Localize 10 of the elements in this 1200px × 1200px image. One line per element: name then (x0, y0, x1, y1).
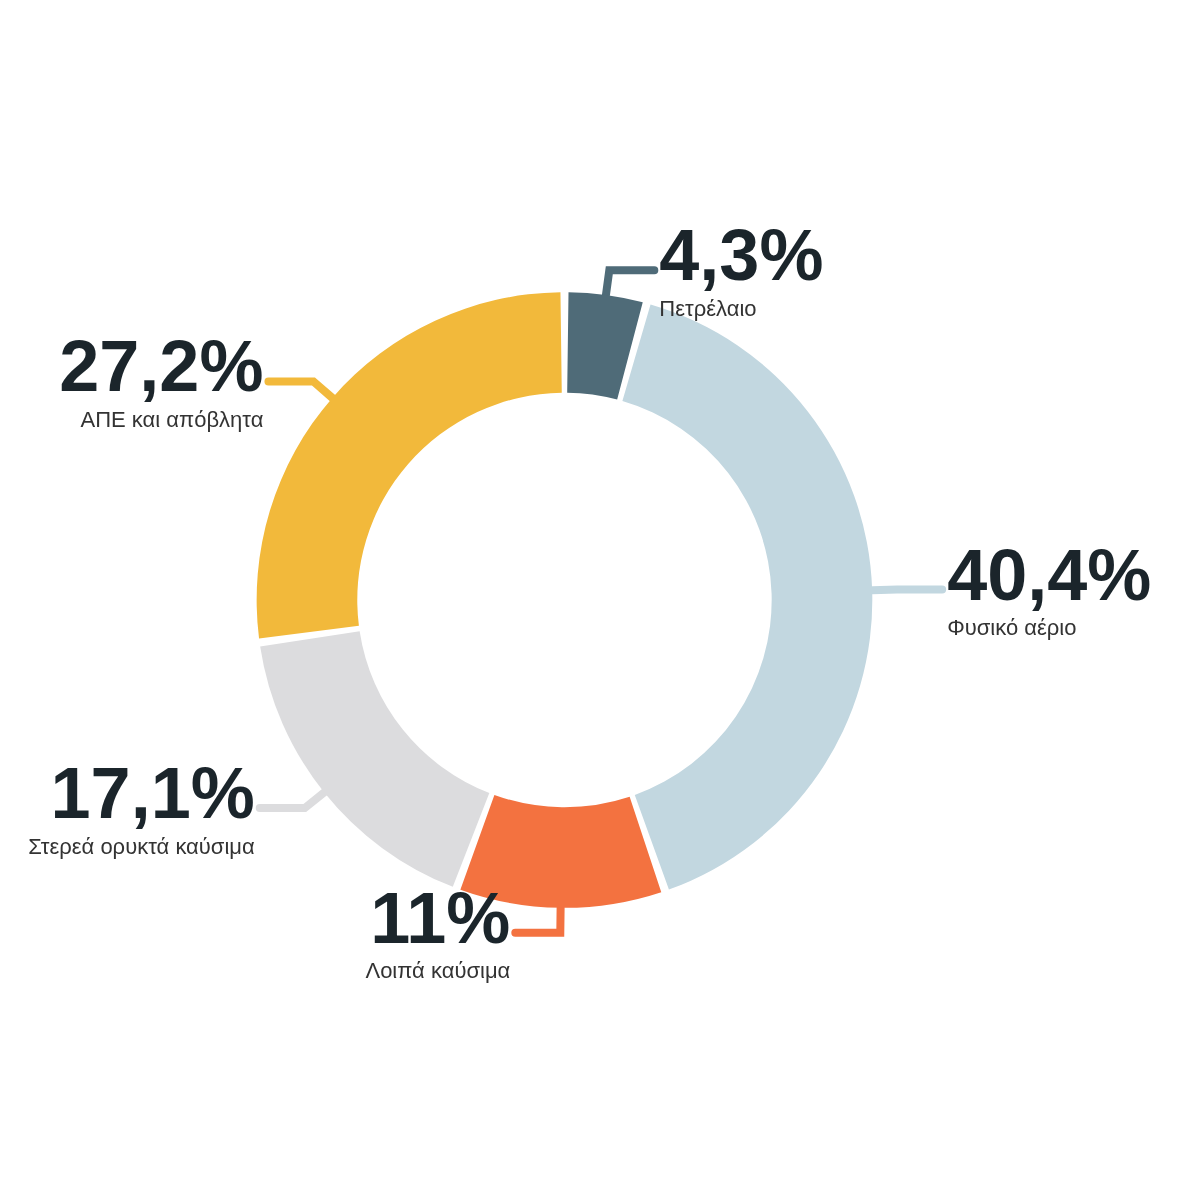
slice-label: ΑΠΕ και απόβλητα (80, 406, 264, 432)
slice-label: Φυσικό αέριο (947, 615, 1077, 641)
data-label: 27,2% (59, 326, 264, 407)
data-label: 11% (370, 877, 511, 958)
data-label: 40,4% (947, 534, 1152, 615)
slice-label: Στερεά ορυκτά καύσιμα (28, 833, 255, 859)
slice-label: Πετρέλαιο (659, 295, 757, 321)
data-label: 17,1% (50, 753, 255, 834)
slice-label: Λοιπά καύσιμα (365, 958, 511, 984)
data-label: 4,3% (659, 215, 824, 296)
